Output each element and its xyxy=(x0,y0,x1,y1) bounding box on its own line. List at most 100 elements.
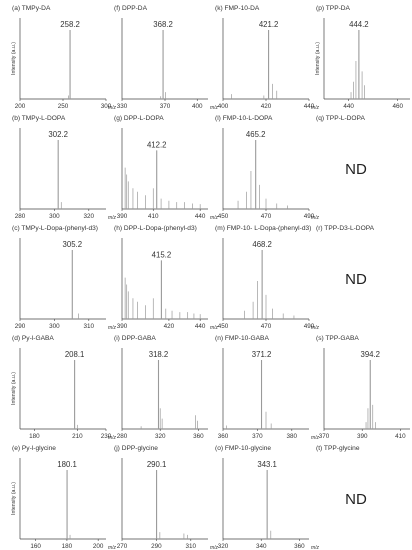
x-tick-label: 250 xyxy=(58,103,69,110)
x-tick-label: 440 xyxy=(343,103,354,110)
panel-title: (l) FMP-10-L-DOPA xyxy=(215,115,273,122)
x-tick-label: 470 xyxy=(261,323,272,330)
panel-title: (t) TPP-glycine xyxy=(316,445,360,452)
x-axis-unit: m/z xyxy=(311,325,320,331)
panel-p: (p) TPP-DA Intensity (a.u.) 444.2 440 460 xyxy=(315,5,410,110)
peak-label: 318.2 xyxy=(149,350,169,359)
panel-title: (a) TMPy-DA xyxy=(12,5,51,12)
x-axis-unit: m/z xyxy=(210,545,219,550)
y-axis-label: Intensity (a.u.) xyxy=(11,372,17,405)
x-tick-label: 200 xyxy=(93,543,104,550)
panel-title: (n) FMP-10-GABA xyxy=(215,335,269,342)
x-tick-label: 470 xyxy=(261,213,272,220)
x-axis-unit: m/z xyxy=(108,545,117,550)
x-tick-label: 370 xyxy=(252,433,263,440)
x-tick-label: 410 xyxy=(148,213,159,220)
nd-label: ND xyxy=(345,161,367,178)
panel-b: (b) TMPy-L-DOPA 302.2 280 300 320 m/z xyxy=(12,115,117,221)
peak-label: 180.1 xyxy=(57,460,77,469)
x-tick-label: 440 xyxy=(304,103,315,110)
x-tick-label: 400 xyxy=(218,103,229,110)
panel-title: (f) DPP-DA xyxy=(114,5,148,12)
panel-q: (q) TPP-L-DOPA ND xyxy=(316,115,367,178)
x-tick-label: 310 xyxy=(84,323,95,330)
panel-title: (i) DPP-GABA xyxy=(114,335,156,342)
x-tick-label: 360 xyxy=(218,433,229,440)
panel-title: (m) FMP-10- L-Dopa-(phenyl-d3) xyxy=(215,225,311,232)
x-tick-label: 420 xyxy=(261,103,272,110)
x-tick-label: 410 xyxy=(395,433,406,440)
x-tick-label: 200 xyxy=(15,103,26,110)
x-tick-label: 440 xyxy=(195,213,206,220)
x-tick-label: 180 xyxy=(62,543,73,550)
x-tick-label: 180 xyxy=(29,433,40,440)
x-tick-label: 390 xyxy=(117,323,128,330)
x-tick-label: 340 xyxy=(256,543,267,550)
panel-title: (q) TPP-L-DOPA xyxy=(316,115,365,122)
panel-o: (o) FMP-10-glycine 343.1 320 340 360 m/z xyxy=(215,445,320,550)
panel-n: (n) FMP-10-GABA 371.2 360 370 380 m/z xyxy=(215,335,320,441)
peak-label: 421.2 xyxy=(259,20,279,29)
x-axis-unit: m/z xyxy=(210,215,219,221)
panel-g: (g) DPP-L-DOPA 412.2 390 410 440 m/z xyxy=(114,115,219,221)
panel-t: (t) TPP-glycine ND xyxy=(316,445,367,508)
x-tick-label: 290 xyxy=(151,543,162,550)
panel-d: (d) Py-l-GABA Intensity (a.u.) 208.1 180 210… xyxy=(11,335,117,441)
peak-label: 343.1 xyxy=(257,460,277,469)
x-tick-label: 440 xyxy=(195,323,206,330)
x-tick-label: 270 xyxy=(117,543,128,550)
x-axis-unit: m/z xyxy=(108,215,117,221)
nd-label: ND xyxy=(345,491,367,508)
x-axis-unit: m/z xyxy=(311,545,320,550)
x-tick-label: 290 xyxy=(15,323,26,330)
peak-label: 302.2 xyxy=(48,130,68,139)
nd-label: ND xyxy=(345,271,367,288)
peak-label: 465.2 xyxy=(246,130,266,139)
panel-r: (r) TPP-D3-L-DOPA ND xyxy=(316,225,375,288)
x-tick-label: 370 xyxy=(160,103,171,110)
x-tick-label: 360 xyxy=(193,433,204,440)
peak-label: 371.2 xyxy=(252,350,272,359)
x-axis-unit: m/z xyxy=(311,435,320,441)
panel-a: (a) TMPy-DA Intensity (a.u.) 258.2 200 250 30… xyxy=(11,5,117,111)
peak-label: 412.2 xyxy=(147,140,167,149)
peak-label: 444.2 xyxy=(349,20,369,29)
x-tick-label: 490 xyxy=(304,323,315,330)
x-tick-label: 320 xyxy=(218,543,229,550)
y-axis-label: Intensity (a.u.) xyxy=(11,42,17,75)
panel-title: (k) FMP-10-DA xyxy=(215,5,260,12)
peak-label: 368.2 xyxy=(153,20,173,29)
x-tick-label: 300 xyxy=(101,103,112,110)
panel-title: (b) TMPy-L-DOPA xyxy=(12,115,66,122)
x-tick-label: 450 xyxy=(218,323,229,330)
peak-label: 305.2 xyxy=(63,240,83,249)
panel-e: (e) Py-l-glycine Intensity (a.u.) 180.1 160… xyxy=(11,445,117,550)
y-axis-label: Intensity (a.u.) xyxy=(315,42,321,75)
y-axis-label: Intensity (a.u.) xyxy=(11,482,17,515)
x-axis-unit: m/z xyxy=(311,105,320,111)
panel-title: (d) Py-l-GABA xyxy=(12,335,54,342)
peak-label: 290.1 xyxy=(147,460,167,469)
x-axis-unit: m/z xyxy=(210,105,219,111)
x-tick-label: 320 xyxy=(155,433,166,440)
panel-j: (j) DPP-glycine 290.1 270 290 310 m/z xyxy=(114,445,219,550)
peak-label: 258.2 xyxy=(60,20,80,29)
panel-title: (p) TPP-DA xyxy=(316,5,351,12)
peak-label: 415.2 xyxy=(152,250,172,259)
x-tick-label: 360 xyxy=(294,543,305,550)
x-tick-label: 460 xyxy=(392,103,403,110)
x-tick-label: 160 xyxy=(30,543,41,550)
panel-title: (g) DPP-L-DOPA xyxy=(114,115,164,122)
x-tick-label: 490 xyxy=(304,213,315,220)
panel-title: (e) Py-l-glycine xyxy=(12,445,56,452)
x-tick-label: 420 xyxy=(164,323,175,330)
panel-title: (c) TMPy-L-Dopa-(phenyl-d3) xyxy=(12,225,98,232)
panel-m: (m) FMP-10- L-Dopa-(phenyl-d3) 468.2 450 47… xyxy=(215,225,320,331)
panel-f: (f) DPP-DA 368.2 330 370 400 m/z xyxy=(114,5,219,111)
x-tick-label: 400 xyxy=(192,103,203,110)
peak-label: 468.2 xyxy=(252,240,272,249)
x-axis-unit: m/z xyxy=(108,435,117,441)
